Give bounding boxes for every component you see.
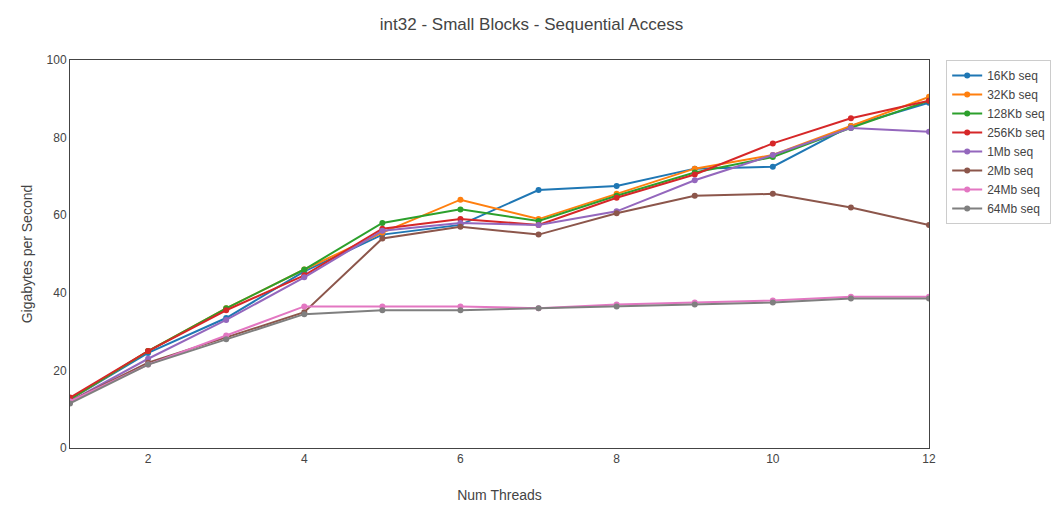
svg-text:40: 40: [53, 286, 67, 300]
svg-text:100: 100: [47, 53, 67, 67]
svg-text:8: 8: [613, 452, 620, 466]
svg-text:0: 0: [60, 441, 67, 455]
svg-text:12: 12: [922, 452, 936, 466]
svg-text:2Mb seq: 2Mb seq: [987, 164, 1033, 178]
svg-text:2: 2: [145, 452, 152, 466]
svg-text:16Kb seq: 16Kb seq: [987, 69, 1038, 83]
svg-text:1Mb seq: 1Mb seq: [987, 145, 1033, 159]
svg-text:64Mb seq: 64Mb seq: [987, 202, 1040, 216]
svg-text:10: 10: [766, 452, 780, 466]
svg-text:60: 60: [53, 208, 67, 222]
svg-text:6: 6: [457, 452, 464, 466]
svg-text:Num Threads: Num Threads: [457, 487, 542, 503]
svg-text:4: 4: [301, 452, 308, 466]
svg-text:20: 20: [53, 364, 67, 378]
svg-text:128Kb seq: 128Kb seq: [987, 107, 1044, 121]
svg-text:256Kb seq: 256Kb seq: [987, 126, 1044, 140]
svg-text:Gigabytes per Second: Gigabytes per Second: [19, 185, 35, 324]
svg-text:80: 80: [53, 131, 67, 145]
svg-text:32Kb seq: 32Kb seq: [987, 88, 1038, 102]
svg-text:int32 - Small Blocks - Sequent: int32 - Small Blocks - Sequential Access: [380, 15, 683, 34]
svg-text:24Mb seq: 24Mb seq: [987, 183, 1040, 197]
